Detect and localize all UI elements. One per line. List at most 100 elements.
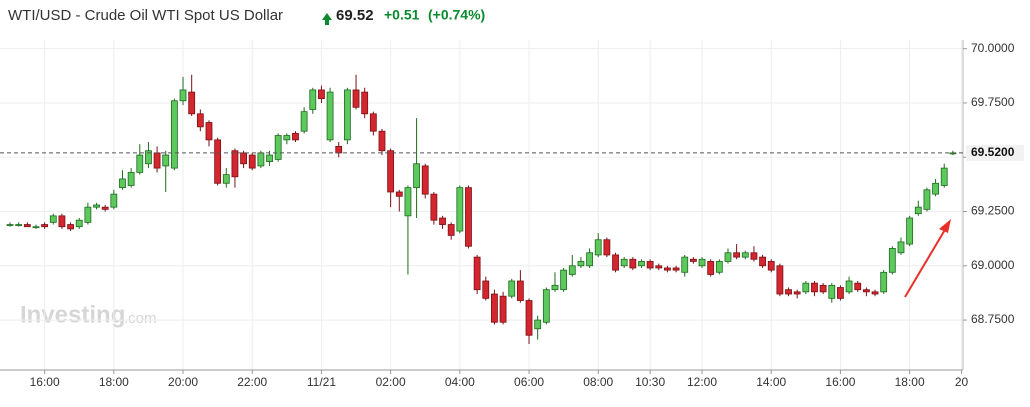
candle-body [871, 291, 879, 295]
candle-body [733, 252, 741, 258]
candle-body [923, 189, 931, 210]
candle-body [430, 193, 438, 221]
candle-body [759, 256, 766, 267]
candle-body [880, 271, 888, 293]
candle-body [707, 261, 715, 275]
candle-body [421, 165, 429, 195]
candle-body [6, 224, 14, 226]
candle-body [75, 219, 83, 228]
candle-body [854, 282, 862, 291]
candle-body [508, 280, 516, 297]
candle-body [473, 256, 481, 291]
y-tick-label: 70.0000 [971, 41, 1015, 55]
candle-body [145, 150, 152, 165]
candle-body [499, 295, 507, 323]
candle-body [828, 284, 836, 299]
candle-body [136, 154, 144, 173]
candle-body [560, 269, 568, 291]
candle-body [542, 289, 550, 323]
candle-body [689, 258, 697, 262]
candle-body [162, 154, 170, 167]
candle-body [568, 265, 576, 275]
candle-body [715, 261, 723, 273]
candle-body [534, 319, 542, 330]
candle-body [785, 289, 792, 295]
x-tick-label: 22:00 [237, 375, 267, 389]
watermark: Investing [20, 301, 125, 328]
candle-body [413, 163, 420, 189]
candle-body [361, 91, 369, 115]
candle-body [767, 261, 775, 271]
candle-body [655, 265, 663, 269]
candle-body [188, 91, 196, 115]
candle-body [897, 241, 905, 254]
price: 69.52 [336, 7, 374, 24]
candle-body [153, 152, 161, 169]
x-tick-label: 11/21 [307, 375, 336, 389]
candle-body [32, 226, 40, 229]
candle-body [793, 291, 801, 295]
candle-body [612, 254, 619, 271]
up-arrow [322, 13, 332, 25]
x-tick-label: 16:00 [30, 375, 60, 389]
candle-body [906, 217, 914, 245]
x-tick-label: 08:00 [583, 375, 613, 389]
candle-body [222, 174, 230, 184]
candle-body [352, 89, 360, 108]
candle-body [845, 280, 853, 293]
candle-body [811, 282, 818, 293]
candle-body [110, 193, 118, 208]
x-tick-label: 16:00 [825, 375, 855, 389]
candle-body [248, 154, 256, 169]
candle-body [802, 282, 810, 293]
candle-body [292, 132, 299, 141]
x-tick-label: 02:00 [376, 375, 406, 389]
y-tick-label: 69.0000 [971, 258, 1015, 272]
candle-body [395, 191, 403, 197]
candle-body [577, 261, 585, 267]
candle-body [84, 206, 92, 223]
candle-body [309, 89, 317, 110]
candle-body [491, 293, 498, 323]
annotation-arrowhead [939, 219, 951, 233]
y-tick-label: 69.7500 [971, 95, 1015, 109]
x-tick-label: 18:00 [895, 375, 925, 389]
candle-body [940, 167, 948, 186]
x-tick-label: 18:00 [99, 375, 129, 389]
x-tick-label: 20:00 [168, 375, 198, 389]
y-tick-label: 68.7500 [971, 312, 1015, 326]
candle-body [819, 284, 827, 293]
y-tick-label: 69.2500 [971, 204, 1015, 218]
candle-body [369, 113, 377, 132]
candle-body [196, 113, 204, 128]
x-tick-label: 06:00 [514, 375, 544, 389]
candle-body [516, 280, 524, 301]
candle-body [15, 224, 23, 226]
candle-body [914, 206, 922, 215]
change: +0.51 [384, 7, 420, 23]
candle-body [404, 187, 412, 217]
candle-body [378, 130, 386, 152]
x-tick-label: 10:30 [635, 375, 665, 389]
candle-body [170, 100, 178, 169]
change-percent: (+0.74%) [428, 7, 485, 23]
candles [6, 74, 957, 344]
candle-body [456, 187, 464, 232]
candle-body [266, 154, 273, 162]
candle-body [326, 91, 334, 141]
candle-body [58, 215, 66, 228]
candle-body [465, 187, 472, 247]
candle-body [205, 122, 213, 141]
candle-body [231, 150, 239, 178]
candle-body [179, 89, 187, 102]
candle-body [681, 256, 689, 273]
candle-body [586, 252, 593, 267]
candle-body [214, 139, 222, 184]
candle-body [672, 267, 680, 271]
candle-body [343, 89, 351, 141]
candle-body [274, 135, 282, 160]
grid [0, 40, 963, 370]
candle-body [629, 258, 637, 269]
candle-body [49, 215, 57, 223]
